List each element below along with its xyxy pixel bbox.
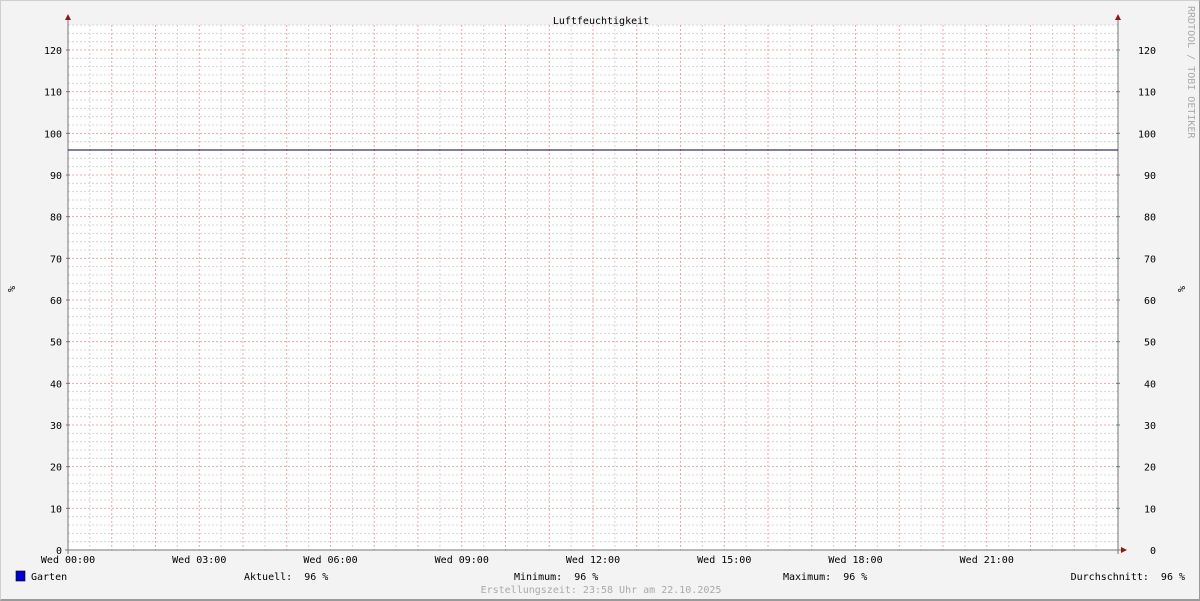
plot-area [68,25,1118,550]
x-tick-label: Wed 21:00 [960,555,1014,566]
y-tick-label: 110 [44,88,62,99]
y-tick-label-right: 110 [1138,88,1156,99]
y-tick-label: 70 [50,254,62,265]
x-tick-label: Wed 15:00 [697,555,751,566]
y-tick-label: 30 [50,421,62,432]
y-tick-label-right: 10 [1144,504,1156,515]
y-tick-label: 0 [56,546,62,557]
y-tick-label-right: 120 [1138,46,1156,57]
grid [68,24,1118,551]
y-tick-label-right: 90 [1144,171,1156,182]
legend-maximum: Maximum: 96 % [783,572,867,583]
y-tick-label-right: 20 [1144,463,1156,474]
y-tick-label: 80 [50,213,62,224]
y-tick-label: 100 [44,129,62,140]
y-tick-label-right: 70 [1144,254,1156,265]
y-tick-label: 20 [50,463,62,474]
x-tick-label: Wed 18:00 [828,555,882,566]
y-tick-label: 120 [44,46,62,57]
y-tick-label-right: 0 [1150,546,1156,557]
y-axis-right-arrow [1115,14,1121,20]
y-tick-label-right: 50 [1144,338,1156,349]
legend-durchschnitt: Durchschnitt: 96 % [1071,572,1185,583]
y-tick-label: 90 [50,171,62,182]
x-tick-label: Wed 00:00 [41,555,95,566]
x-tick-label: Wed 03:00 [172,555,226,566]
footer-timestamp: Erstellungszeit: 23:58 Uhr am 22.10.2025 [481,585,722,596]
legend-name: Garten [31,572,67,583]
axes: 0 0 10 10 20 20 30 30 40 40 50 50 60 60 70 70 80 80 90 90 10… [41,14,1156,566]
y-tick-label-right: 60 [1144,296,1156,307]
y-tick-label-right: 30 [1144,421,1156,432]
x-tick-label: Wed 09:00 [435,555,489,566]
x-tick-label: Wed 06:00 [303,555,357,566]
x-tick-label: Wed 12:00 [566,555,620,566]
chart-title: Luftfeuchtigkeit [553,16,649,27]
y-tick-label-right: 40 [1144,379,1156,390]
legend-swatch-garten [15,570,26,582]
y-tick-label: 40 [50,379,62,390]
y-axis-arrow [65,14,71,20]
y-tick-label: 10 [50,504,62,515]
legend-minimum: Minimum: 96 % [514,572,598,583]
y-axis-label-right: % [1177,286,1188,292]
y-tick-label-right: 80 [1144,213,1156,224]
y-axis-label: % [7,286,18,292]
y-tick-label: 60 [50,296,62,307]
watermark: RRDTOOL / TOBI OETIKER [1185,6,1196,139]
legend-aktuell: Aktuell: 96 % [244,572,328,583]
x-axis-arrow [1121,547,1127,553]
y-tick-label-right: 100 [1138,129,1156,140]
y-tick-label: 50 [50,338,62,349]
